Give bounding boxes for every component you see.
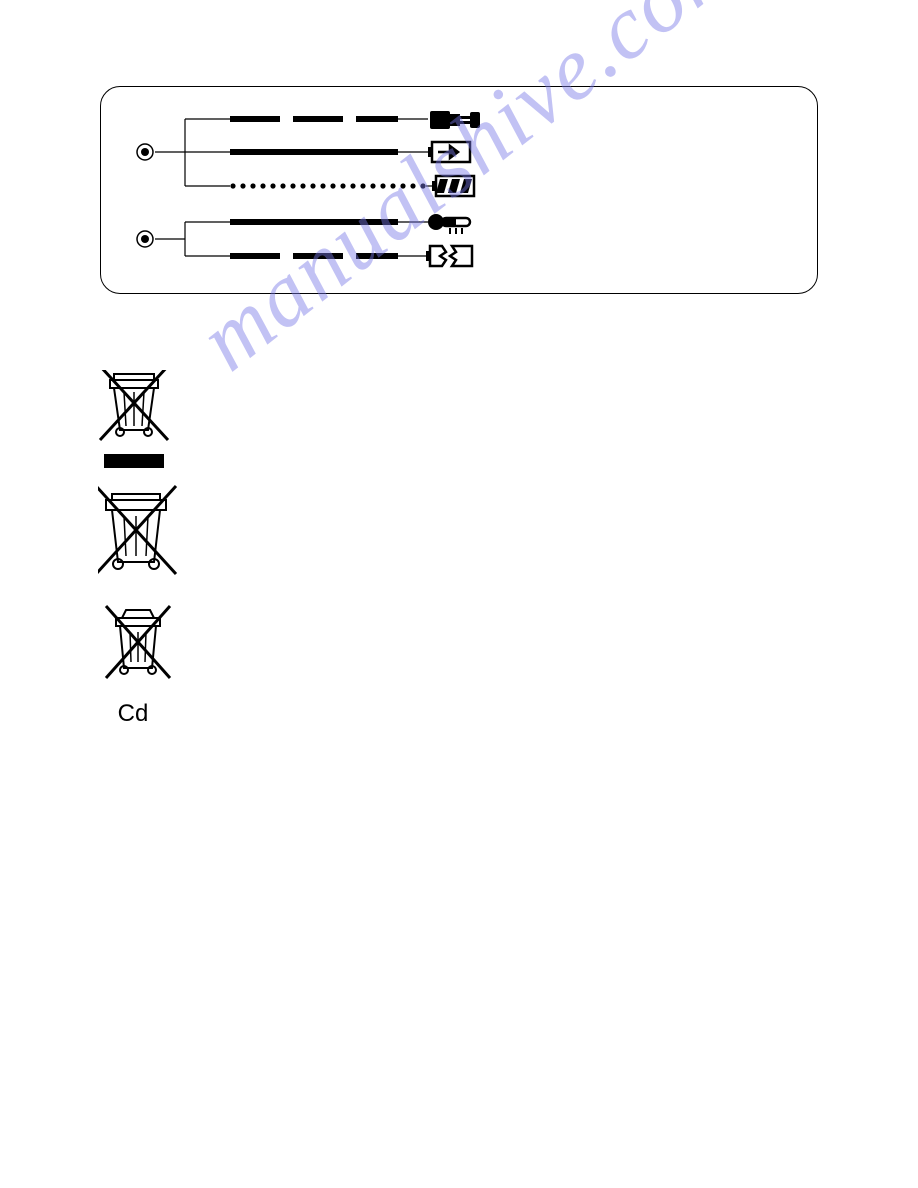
battery-charging-icon <box>428 142 470 162</box>
weee-bin-cd-icon <box>106 606 170 678</box>
led-status-diagram <box>0 0 918 320</box>
status-line-dash <box>230 116 398 122</box>
recycle-symbols <box>98 370 208 735</box>
weee-bin-icon <box>98 486 176 574</box>
battery-broken-icon <box>426 246 472 266</box>
plug-icon <box>430 111 480 129</box>
page: Cd manualshive.com <box>0 0 918 1188</box>
weee-bin-bar-icon <box>100 370 168 440</box>
status-line-solid-2 <box>230 219 398 225</box>
thermometer-icon <box>428 214 470 234</box>
battery-full-icon <box>432 176 474 196</box>
status-line-solid <box>230 149 398 155</box>
status-line-dotted <box>230 183 425 188</box>
cd-label: Cd <box>113 700 153 728</box>
status-line-dash-2 <box>230 253 398 259</box>
